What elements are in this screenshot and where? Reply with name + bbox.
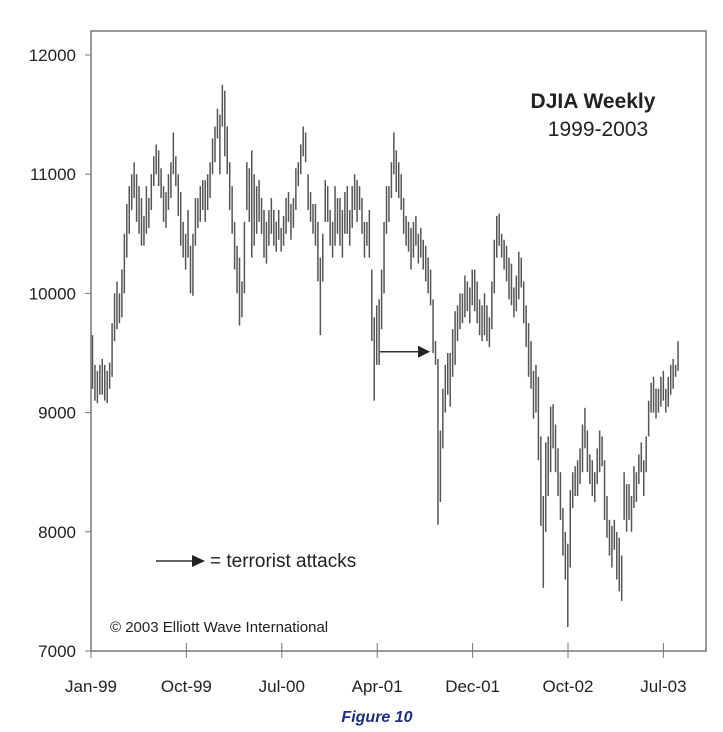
copyright-text: © 2003 Elliott Wave International (110, 619, 328, 636)
y-tick-label: 9000 (38, 404, 76, 423)
y-axis: 7000 8000 9000 10000 11000 12000 (29, 46, 91, 661)
x-tick-label: Dec-01 (445, 677, 500, 696)
y-tick-label: 10000 (29, 284, 76, 303)
x-tick-label: Oct-99 (161, 677, 212, 696)
y-tick-label: 7000 (38, 642, 76, 661)
x-tick-label: Oct-02 (542, 677, 593, 696)
x-tick-label: Jan-99 (65, 677, 117, 696)
x-tick-label: Jul-00 (259, 677, 305, 696)
y-tick-label: 11000 (30, 165, 76, 184)
legend-arrowhead-icon (192, 555, 205, 567)
chart-title: DJIA Weekly (531, 90, 656, 113)
x-axis: Jan-99 Oct-99 Jul-00 Apr-01 Dec-01 Oct-02 Jul-… (65, 643, 687, 696)
y-tick-label: 12000 (29, 46, 76, 65)
legend: = terrorist attacks (156, 551, 356, 572)
arrowhead-icon (418, 345, 431, 358)
x-tick-label: Apr-01 (352, 677, 403, 696)
bar-series (91, 84, 679, 628)
y-tick-label: 8000 (38, 523, 76, 542)
figure-caption: Figure 10 (341, 709, 412, 726)
plot-frame (90, 30, 707, 652)
legend-text: = terrorist attacks (210, 551, 356, 572)
x-tick-label: Jul-03 (640, 677, 686, 696)
chart-subtitle: 1999-2003 (548, 118, 648, 141)
terrorist-attack-arrow (380, 345, 431, 358)
